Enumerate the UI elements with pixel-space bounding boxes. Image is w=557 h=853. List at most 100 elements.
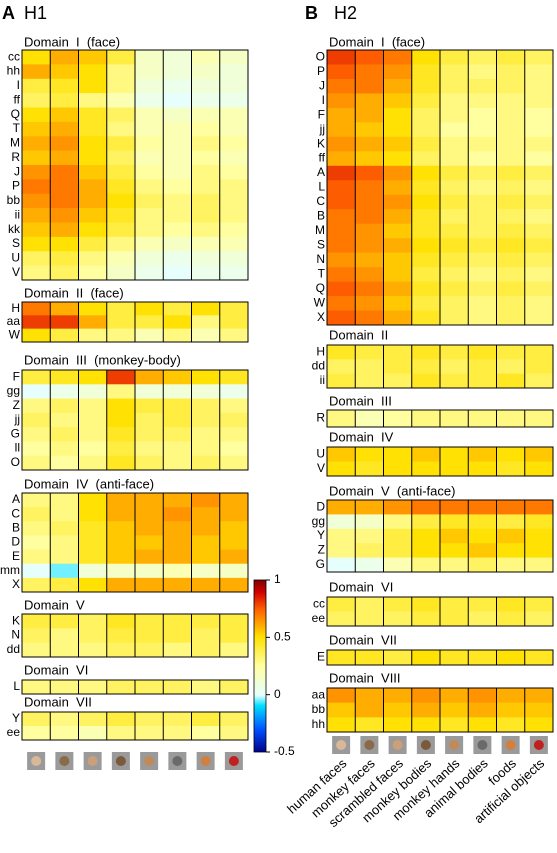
heatmap-cell xyxy=(327,410,356,428)
heatmap-cell xyxy=(355,597,384,612)
heatmap-cell xyxy=(22,208,51,223)
heatmap-cell xyxy=(383,107,413,123)
heatmap-frame xyxy=(21,711,249,741)
stimulus-icon-shape xyxy=(420,740,431,750)
heatmap-cell xyxy=(355,238,384,253)
row-label: Z xyxy=(13,398,20,412)
heatmap-cell xyxy=(440,165,469,181)
heatmap-cell xyxy=(383,194,413,210)
heatmap-cell xyxy=(78,50,108,65)
heatmap-cell xyxy=(50,563,79,579)
heatmap-cell xyxy=(163,577,192,593)
heatmap-cell xyxy=(524,50,554,65)
heatmap-cell xyxy=(163,193,192,209)
heatmap-cell xyxy=(496,543,526,558)
heatmap-cell xyxy=(496,151,526,167)
heatmap-cell xyxy=(22,165,51,180)
heatmap-cell xyxy=(106,726,136,741)
heatmap-cell xyxy=(106,712,136,727)
heatmap-cell xyxy=(411,78,441,94)
heatmap-cell xyxy=(327,373,356,389)
heatmap-cell xyxy=(411,702,441,718)
heatmap-cell xyxy=(411,252,441,268)
heatmap-cell xyxy=(22,493,51,508)
heatmap-cell xyxy=(355,209,384,224)
heatmap-cell xyxy=(135,712,164,727)
heatmap-cell xyxy=(163,412,192,428)
heatmap-cell xyxy=(440,447,469,462)
heatmap-cell xyxy=(327,252,356,268)
heatmap-cell xyxy=(524,702,554,718)
heatmap-cell xyxy=(135,251,164,266)
heatmap-cell xyxy=(383,500,413,515)
heatmap-cell xyxy=(468,717,497,733)
heatmap-cell xyxy=(191,370,221,385)
heatmap-cell xyxy=(524,597,554,612)
heatmap-cell xyxy=(191,507,221,522)
heatmap-cell xyxy=(496,500,526,515)
heatmap-cell xyxy=(163,507,192,522)
heatmap-cell xyxy=(22,398,51,414)
stimulus-icon-shape xyxy=(533,740,544,750)
heatmap-cell xyxy=(327,136,356,152)
domain-title: Domain II (face) xyxy=(24,285,124,300)
heatmap-cell xyxy=(327,461,356,477)
heatmap-cell xyxy=(440,267,469,282)
heatmap-cell xyxy=(383,180,413,196)
heatmap-cell xyxy=(440,50,469,65)
heatmap-cell xyxy=(327,223,356,239)
heatmap-cell xyxy=(50,642,79,658)
heatmap-cell xyxy=(411,373,441,389)
heatmap-cell xyxy=(327,717,356,733)
heatmap-cell xyxy=(383,702,413,718)
heatmap-cell xyxy=(163,642,192,658)
heatmap-cell xyxy=(50,302,79,316)
heatmap-cell xyxy=(355,611,384,627)
heatmap-cell xyxy=(50,427,79,442)
heatmap-cell xyxy=(135,563,164,579)
heatmap-cell xyxy=(22,50,51,65)
heatmap-cell xyxy=(327,611,356,627)
colorbar-tick-label: 1 xyxy=(274,572,281,586)
heatmap-cell xyxy=(135,455,164,471)
heatmap-cell xyxy=(163,208,192,223)
heatmap-cell xyxy=(496,345,526,360)
row-label: Y xyxy=(12,711,20,725)
heatmap-cell xyxy=(383,296,413,311)
heatmap-cell xyxy=(355,514,384,530)
heatmap-cell xyxy=(383,267,413,282)
colorbar xyxy=(253,579,267,753)
row-label: A xyxy=(12,492,20,506)
heatmap-cell xyxy=(50,535,79,550)
heatmap-cell xyxy=(440,597,469,612)
heatmap-cell xyxy=(468,373,497,389)
heatmap-cell xyxy=(50,628,79,643)
heatmap-cell xyxy=(50,78,79,94)
heatmap-cell xyxy=(468,78,497,94)
heatmap-cell xyxy=(440,223,469,239)
heatmap-cell xyxy=(78,208,108,223)
heatmap-cell xyxy=(50,107,79,123)
heatmap-cell xyxy=(163,150,192,166)
heatmap-cell xyxy=(191,315,221,329)
heatmap-cell xyxy=(468,180,497,196)
colorbar-tick-label: -0.5 xyxy=(274,744,295,758)
heatmap-cell xyxy=(411,151,441,167)
heatmap-cell xyxy=(163,535,192,550)
heatmap-cell xyxy=(440,64,469,80)
heatmap-cell xyxy=(496,252,526,268)
heatmap-cell xyxy=(524,717,554,733)
heatmap-cell xyxy=(135,614,164,629)
heatmap-cell xyxy=(355,267,384,282)
heatmap-cell xyxy=(219,265,249,281)
row-label: U xyxy=(11,251,20,265)
heatmap-cell xyxy=(327,78,356,94)
heatmap-cell xyxy=(468,64,497,80)
heatmap-cell xyxy=(355,650,384,666)
heatmap-cell xyxy=(22,265,51,281)
heatmap-cell xyxy=(135,50,164,65)
row-label: W xyxy=(314,295,326,309)
row-label: P xyxy=(12,179,20,193)
heatmap-cell xyxy=(191,150,221,166)
heatmap-cell xyxy=(411,50,441,65)
